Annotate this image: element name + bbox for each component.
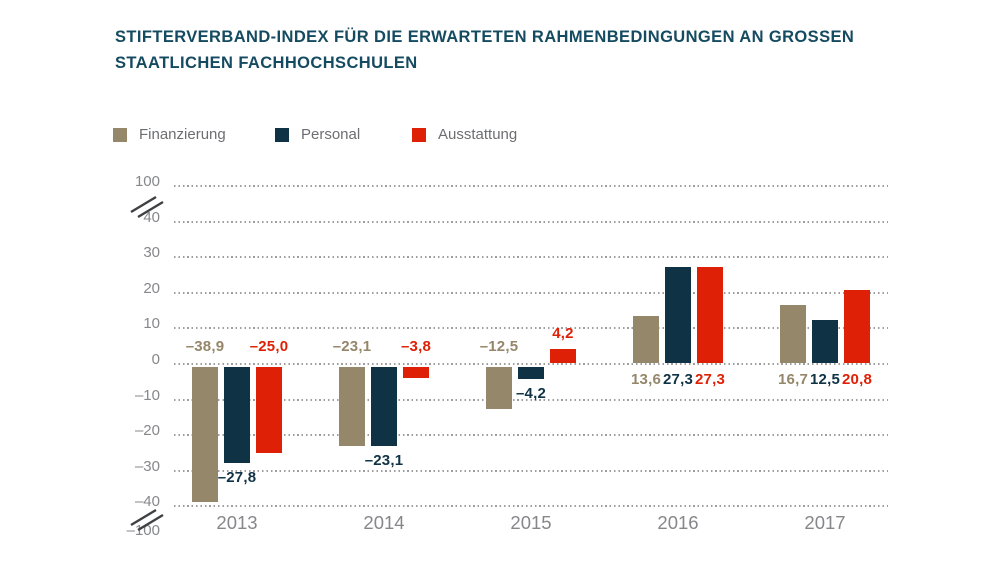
legend-label: Ausstattung xyxy=(438,126,518,143)
value-label-personal-2017: 12,5 xyxy=(810,371,840,388)
y-axis-tick--40: –40 xyxy=(134,493,160,511)
legend-item-ausstattung: Ausstattung xyxy=(412,126,517,143)
gridline--40 xyxy=(174,505,888,508)
value-label-ausstattung-2013: –25,0 xyxy=(249,338,289,355)
legend-item-personal: Personal xyxy=(275,126,360,143)
bar-personal-2016 xyxy=(665,266,691,363)
y-axis-tick--100: –100 xyxy=(126,521,160,539)
gridline-30 xyxy=(174,256,888,259)
gridline-100 xyxy=(174,184,888,187)
y-axis-tick-10: 10 xyxy=(143,315,160,333)
value-label-ausstattung-2015: 4,2 xyxy=(552,325,574,343)
bar-personal-2013 xyxy=(224,367,250,463)
chart-title: STIFTERVERBAND-INDEX FÜR DIE ERWARTETEN … xyxy=(115,24,935,76)
gridline--30 xyxy=(174,469,888,472)
gridline-20 xyxy=(174,291,888,294)
bar-finanzierung-2013 xyxy=(192,367,218,503)
y-axis-tick--20: –20 xyxy=(134,422,160,440)
x-axis-label-2013: 2013 xyxy=(216,512,258,533)
value-label-ausstattung-2017: 20,8 xyxy=(842,371,872,388)
value-label-personal-2015: –4,2 xyxy=(516,384,546,402)
y-axis-tick-0: 0 xyxy=(151,351,160,368)
y-axis-tick-20: 20 xyxy=(143,279,160,297)
bar-personal-2015 xyxy=(518,367,544,379)
gridline-10 xyxy=(174,327,888,330)
value-label-finanzierung-2013: –38,9 xyxy=(185,338,225,355)
value-label-finanzierung-2014: –23,1 xyxy=(332,338,372,355)
x-axis-label-2014: 2014 xyxy=(363,512,405,533)
chart-title-line-2: STAATLICHEN FACHHOCHSCHULEN xyxy=(115,54,418,72)
gridline--20 xyxy=(174,434,888,437)
value-label-personal-2013: –27,8 xyxy=(217,468,257,486)
x-axis-label-2016: 2016 xyxy=(657,512,699,533)
legend: Finanzierung Personal Ausstattung xyxy=(0,126,1000,146)
bar-finanzierung-2015 xyxy=(486,367,512,409)
axis-break-top-icon xyxy=(128,192,166,225)
y-axis-tick-30: 30 xyxy=(143,244,160,262)
value-label-ausstattung-2016: 27,3 xyxy=(695,371,725,388)
y-axis-tick-40: 40 xyxy=(143,208,160,226)
value-label-finanzierung-2017: 16,7 xyxy=(778,371,808,388)
ausstattung-swatch-icon xyxy=(412,127,426,142)
bar-finanzierung-2014 xyxy=(339,367,365,447)
bar-finanzierung-2017 xyxy=(780,304,806,363)
legend-label: Personal xyxy=(301,126,361,143)
y-axis-tick-100: 100 xyxy=(134,172,160,190)
gridline-40 xyxy=(174,220,888,223)
bar-ausstattung-2017 xyxy=(844,289,870,363)
legend-label: Finanzierung xyxy=(139,126,226,143)
value-label-personal-2016: 27,3 xyxy=(663,371,693,388)
chart-title-line-1: STIFTERVERBAND-INDEX FÜR DIE ERWARTETEN … xyxy=(115,28,855,46)
bar-personal-2014 xyxy=(371,367,397,447)
finanzierung-swatch-icon xyxy=(113,127,127,142)
bar-ausstattung-2016 xyxy=(697,266,723,363)
bar-ausstattung-2015 xyxy=(550,349,576,363)
axis-break-bottom-icon xyxy=(128,505,166,538)
legend-item-finanzierung: Finanzierung xyxy=(113,126,226,143)
value-label-ausstattung-2014: –3,8 xyxy=(401,338,431,355)
bar-personal-2017 xyxy=(812,319,838,363)
x-axis-label-2017: 2017 xyxy=(804,512,846,533)
bar-finanzierung-2016 xyxy=(633,315,659,363)
bar-ausstattung-2014 xyxy=(403,367,429,378)
value-label-finanzierung-2016: 13,6 xyxy=(631,371,661,388)
gridline-0 xyxy=(174,363,888,365)
bar-ausstattung-2013 xyxy=(256,367,282,453)
y-axis-tick--10: –10 xyxy=(134,386,160,404)
y-axis-tick--30: –30 xyxy=(134,457,160,475)
value-label-finanzierung-2015: –12,5 xyxy=(479,338,519,355)
x-axis-label-2015: 2015 xyxy=(510,512,552,533)
value-label-personal-2014: –23,1 xyxy=(364,452,404,470)
gridline--10 xyxy=(174,398,888,401)
personal-swatch-icon xyxy=(275,127,289,142)
